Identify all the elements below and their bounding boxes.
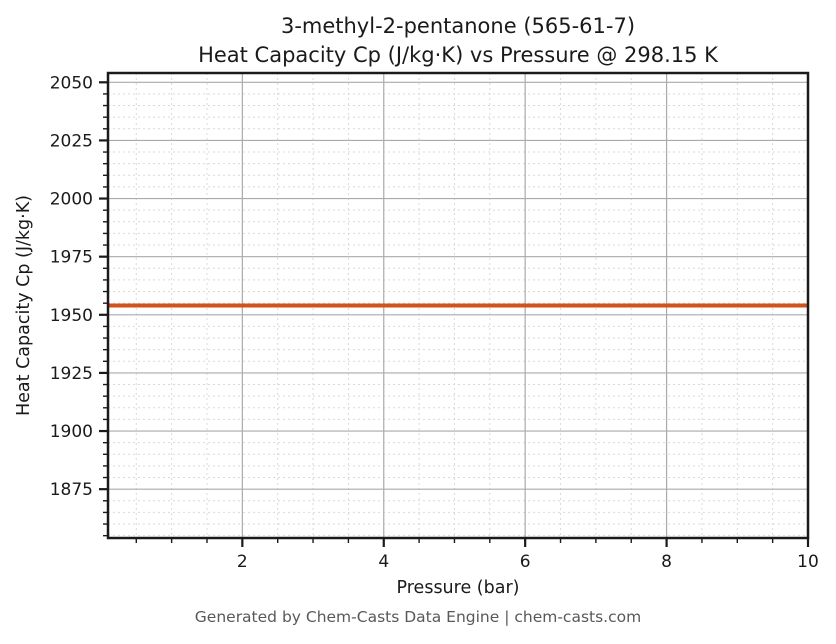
x-axis-label: Pressure (bar) bbox=[397, 578, 520, 598]
footer-watermark: Generated by Chem-Casts Data Engine | ch… bbox=[195, 608, 641, 626]
tick-labels: 2 4 6 8 10 1875 1900 1925 1950 1975 2000 2025 2050 bbox=[50, 73, 819, 572]
axis-ticks bbox=[99, 81, 810, 547]
y-tick-label: 1975 bbox=[50, 248, 93, 268]
x-tick-label: 10 bbox=[797, 552, 819, 572]
plot-border bbox=[106, 71, 810, 540]
x-tick-label: 2 bbox=[237, 552, 248, 572]
y-tick-label: 1900 bbox=[50, 422, 93, 442]
y-tick-label: 2000 bbox=[50, 190, 93, 210]
x-tick-label: 4 bbox=[378, 552, 389, 572]
minor-gridlines bbox=[108, 73, 808, 538]
x-tick-label: 8 bbox=[661, 552, 672, 572]
y-tick-label: 2025 bbox=[50, 131, 93, 151]
y-tick-label: 2050 bbox=[50, 73, 93, 93]
y-tick-label: 1950 bbox=[50, 306, 93, 326]
x-tick-label: 6 bbox=[520, 552, 531, 572]
y-tick-label: 1875 bbox=[50, 480, 93, 500]
chart-title-line2: Heat Capacity Cp (J/kg·K) vs Pressure @ … bbox=[198, 43, 719, 67]
y-axis-label: Heat Capacity Cp (J/kg·K) bbox=[14, 195, 34, 416]
chart-title-line1: 3-methyl-2-pentanone (565-61-7) bbox=[281, 14, 635, 38]
y-tick-label: 1925 bbox=[50, 364, 93, 384]
